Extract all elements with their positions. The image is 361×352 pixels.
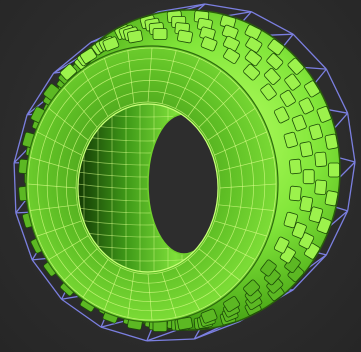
cage-strut bbox=[13, 114, 28, 164]
sidewall-spoke bbox=[48, 108, 89, 141]
cage-strut bbox=[251, 11, 294, 35]
tread-block bbox=[177, 29, 193, 44]
sidewall-spoke bbox=[147, 273, 153, 321]
tread-block bbox=[260, 259, 277, 277]
sidewall-spoke bbox=[198, 248, 240, 281]
tread-block bbox=[298, 97, 315, 115]
tread-block bbox=[102, 36, 120, 52]
sidewall-spoke bbox=[218, 157, 274, 172]
sidewall-spoke bbox=[127, 272, 135, 318]
cage-strut bbox=[61, 298, 102, 328]
cage-strut bbox=[26, 72, 55, 116]
tread-block bbox=[314, 179, 328, 196]
sidewall-spoke bbox=[207, 108, 256, 141]
cage-strut bbox=[347, 161, 356, 211]
cage-strut bbox=[204, 3, 252, 13]
tread-block bbox=[245, 36, 263, 53]
tread-block bbox=[260, 83, 277, 101]
sidewall-spoke bbox=[104, 267, 121, 310]
tread-block bbox=[328, 162, 340, 178]
cage-strut bbox=[158, 3, 206, 13]
tread-block bbox=[316, 106, 332, 123]
tread-block bbox=[243, 279, 261, 297]
sidewall-spoke bbox=[147, 47, 153, 103]
cage-strut bbox=[53, 41, 92, 74]
cage-strut bbox=[325, 68, 349, 114]
tread-block bbox=[324, 190, 339, 207]
cage-strut bbox=[31, 259, 63, 300]
tread-block bbox=[79, 47, 97, 64]
sidewall-spoke bbox=[207, 235, 256, 260]
sidewall-spoke bbox=[30, 204, 78, 211]
sidewall-spoke bbox=[161, 50, 177, 104]
tread-block bbox=[284, 73, 301, 91]
sidewall-spoke bbox=[82, 259, 109, 298]
tread-block bbox=[304, 80, 321, 98]
tread-block bbox=[267, 38, 285, 56]
cage-strut bbox=[13, 162, 17, 213]
tread-block bbox=[273, 236, 290, 254]
sidewall-spoke bbox=[27, 183, 77, 189]
sidewall-spoke bbox=[214, 220, 267, 237]
cage-strut bbox=[292, 254, 327, 291]
sidewall-spoke bbox=[175, 58, 200, 109]
sidewall-spoke bbox=[48, 235, 89, 260]
sidewall-spoke bbox=[175, 267, 200, 310]
tread-block bbox=[287, 57, 305, 75]
tread-block bbox=[291, 114, 307, 132]
cage-strut bbox=[347, 113, 356, 163]
sidewall-spoke bbox=[219, 183, 277, 189]
tread-block bbox=[299, 141, 314, 158]
tread-block bbox=[263, 68, 281, 85]
cage-strut bbox=[100, 326, 147, 342]
cage-strut bbox=[146, 338, 195, 342]
tread-block bbox=[289, 158, 302, 175]
cage-strut bbox=[292, 33, 327, 70]
sidewall-spoke bbox=[187, 259, 222, 298]
sidewall-spoke bbox=[82, 70, 109, 117]
sidewall-spoke bbox=[214, 131, 267, 156]
tire-bore bbox=[77, 103, 219, 273]
sidewall-spoke bbox=[104, 58, 121, 109]
tread-block bbox=[299, 196, 314, 212]
tread-block bbox=[200, 308, 218, 324]
tread-block bbox=[152, 28, 168, 40]
tread-block bbox=[308, 206, 324, 223]
tread-block bbox=[127, 29, 143, 44]
sidewall-spoke bbox=[30, 157, 78, 172]
tread-block bbox=[273, 106, 290, 124]
tread-block bbox=[316, 217, 332, 234]
tread-block bbox=[243, 63, 261, 81]
sidewall-spoke bbox=[187, 70, 222, 117]
tread-block bbox=[223, 47, 241, 64]
tread-block bbox=[289, 185, 302, 202]
tread-block bbox=[244, 49, 262, 67]
tread-block bbox=[200, 36, 218, 52]
sidewall-spoke bbox=[127, 50, 135, 104]
cage-strut bbox=[15, 212, 33, 261]
tread-block bbox=[223, 296, 241, 313]
tread-block bbox=[279, 89, 296, 107]
sidewall-spoke bbox=[37, 220, 82, 237]
sidewall-spoke bbox=[161, 272, 177, 318]
tread-block bbox=[308, 123, 324, 141]
sidewall-spoke bbox=[64, 248, 98, 281]
sidewall-spoke bbox=[218, 204, 274, 211]
tread-block bbox=[291, 222, 307, 239]
sidewall-spoke bbox=[64, 87, 98, 128]
tread-block bbox=[324, 133, 339, 150]
tread-block bbox=[266, 53, 284, 70]
tread-block bbox=[59, 63, 77, 81]
tread-block bbox=[302, 169, 315, 185]
sidewall-spoke bbox=[198, 87, 240, 128]
tread-block bbox=[314, 151, 328, 168]
sidewall-spoke bbox=[37, 131, 82, 156]
tread-block bbox=[283, 211, 298, 229]
tread-block bbox=[283, 131, 298, 149]
cage-strut bbox=[325, 210, 349, 256]
